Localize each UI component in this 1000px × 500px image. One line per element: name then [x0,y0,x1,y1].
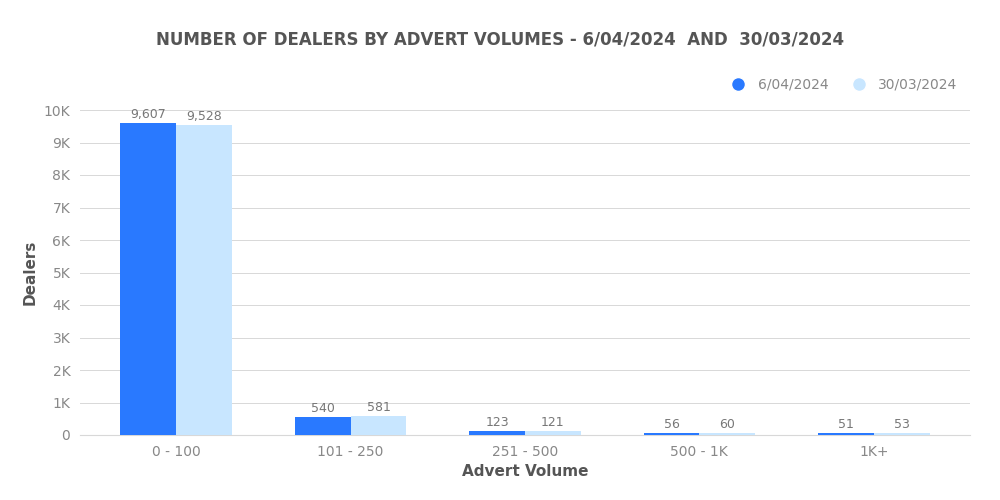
Text: 9,607: 9,607 [130,108,166,121]
Text: 123: 123 [485,416,509,429]
Legend: 6/04/2024, 30/03/2024: 6/04/2024, 30/03/2024 [719,72,963,97]
Bar [176,126,232,435]
Y-axis label: Dealers: Dealers [23,240,38,305]
Text: 51: 51 [838,418,854,432]
Bar [525,431,581,435]
Text: 53: 53 [894,418,910,432]
Text: 9,528: 9,528 [186,110,222,124]
Bar [699,433,755,435]
Bar [120,123,176,435]
Text: NUMBER OF DEALERS BY ADVERT VOLUMES - 6/04/2024  AND  30/03/2024: NUMBER OF DEALERS BY ADVERT VOLUMES - 6/… [156,30,844,48]
X-axis label: Advert Volume: Advert Volume [462,464,588,479]
Text: 56: 56 [664,418,679,431]
Text: 60: 60 [719,418,735,431]
Text: 581: 581 [367,401,390,414]
Bar [818,434,874,435]
Text: 121: 121 [541,416,565,429]
Bar [644,433,699,435]
Bar [874,434,930,435]
Bar [469,431,525,435]
Bar [351,416,406,435]
Text: 540: 540 [311,402,335,415]
Bar [295,418,351,435]
